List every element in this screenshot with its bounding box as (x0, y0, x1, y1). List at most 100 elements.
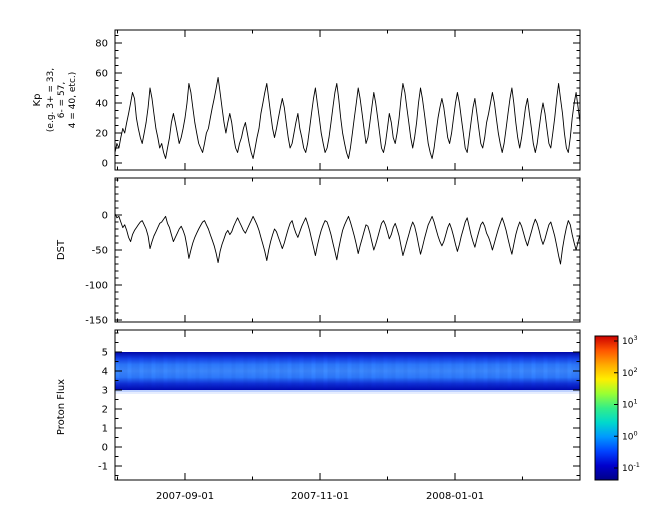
band-texture-stripe (188, 352, 192, 390)
band-texture-stripe (283, 352, 288, 390)
colorbar-gradient (595, 336, 618, 480)
band-texture-stripe (475, 352, 480, 390)
band-texture-stripe (264, 352, 268, 390)
band-texture-stripe (451, 352, 456, 390)
band-texture-stripe (423, 352, 428, 390)
band-texture-stripe (295, 352, 300, 390)
band-texture-stripe (360, 352, 364, 390)
band-texture-stripe (527, 352, 532, 390)
y-tick-label: 80 (95, 39, 108, 50)
band-texture-stripe (336, 352, 340, 390)
band-texture-stripe (443, 352, 448, 390)
y-tick-label: -150 (85, 316, 108, 327)
band-texture-stripe (331, 352, 336, 390)
kp-axis-label-line: 4 = 40, etc.) (68, 72, 78, 129)
band-texture-stripe (300, 352, 304, 390)
band-texture-stripe (496, 352, 500, 390)
band-texture-stripe (247, 352, 252, 390)
band-fade (115, 392, 580, 394)
band-texture-stripe (355, 352, 360, 390)
band-texture-stripe (219, 352, 224, 390)
band-texture-stripe (351, 352, 356, 390)
band-texture-stripe (435, 352, 440, 390)
band-texture-stripe (252, 352, 256, 390)
band-texture-stripe (147, 352, 152, 390)
band-texture-stripe (215, 352, 220, 390)
band-texture-stripe (176, 352, 180, 390)
band-texture-stripe (460, 352, 464, 390)
colorbar-tick-label: 103 (622, 334, 638, 347)
band-texture-stripe (384, 352, 388, 390)
band-texture-stripe (327, 352, 332, 390)
band-texture-stripe (183, 352, 188, 390)
band-texture-stripe (463, 352, 468, 390)
band-texture-stripe (324, 352, 328, 390)
band-texture-stripe (556, 352, 560, 390)
band-texture-stripe (448, 352, 452, 390)
band-texture-stripe (199, 352, 204, 390)
x-tick-label-date: 2007-09-01 (156, 491, 214, 502)
band-texture-stripe (167, 352, 172, 390)
band-texture-stripe (171, 352, 176, 390)
band-texture-stripe (243, 352, 248, 390)
band-texture-stripe (511, 352, 516, 390)
band-texture-stripe (343, 352, 348, 390)
band-texture-stripe (508, 352, 512, 390)
band-texture-stripe (235, 352, 240, 390)
band-texture-stripe (140, 352, 144, 390)
colorbar-tick-label: 10-1 (622, 461, 640, 474)
proton-flux-axis-label: Proton Flux (56, 379, 67, 435)
y-tick-label: 4 (102, 367, 108, 378)
y-tick-label: -1 (98, 462, 108, 473)
band-texture-stripe (367, 352, 372, 390)
band-texture-stripe (372, 352, 376, 390)
band-texture-stripe (191, 352, 196, 390)
band-texture-stripe (259, 352, 264, 390)
band-texture-stripe (515, 352, 520, 390)
band-texture-stripe (152, 352, 156, 390)
band-texture-stripe (155, 352, 160, 390)
panel-proton_flux: -1 0 1 2 3 4 5 (98, 329, 581, 481)
band-texture-stripe (143, 352, 148, 390)
band-texture-stripe (312, 352, 316, 390)
band-texture-stripe (276, 352, 280, 390)
band-texture-stripe (239, 352, 244, 390)
band-texture-stripe (211, 352, 216, 390)
kp-series-line (114, 77, 581, 159)
band-texture-stripe (207, 352, 212, 390)
y-tick-label: 2 (102, 405, 108, 416)
band-texture-stripe (523, 352, 528, 390)
kp-axis-label-line: (e.g. 3+ = 33, (46, 68, 56, 132)
colorbar-frame (594, 335, 619, 481)
band-texture-stripe (255, 352, 260, 390)
colorbar-tick-label: 101 (622, 398, 638, 411)
band-texture-stripe (487, 352, 492, 390)
x-tick-label-date: 2008-01-01 (426, 491, 484, 502)
band-texture-stripe (491, 352, 496, 390)
x-tick-label-date: 2007-11-01 (291, 491, 349, 502)
band-texture-stripe (195, 352, 200, 390)
band-texture-stripe (455, 352, 460, 390)
band-texture-stripe (315, 352, 320, 390)
panel-frame (114, 177, 581, 323)
panel-frame (114, 329, 581, 481)
kp-axis-label-line: 6- = 57, (57, 82, 67, 119)
colorbar-tick-label: 100 (622, 429, 638, 442)
band-texture-stripe (547, 352, 552, 390)
y-tick-label: 0 (102, 443, 108, 454)
band-texture-stripe (539, 352, 544, 390)
band-texture-stripe (499, 352, 504, 390)
dst-series-line (114, 213, 581, 265)
band-texture-stripe (431, 352, 436, 390)
y-tick-label: 3 (102, 386, 108, 397)
band-texture-stripe (399, 352, 404, 390)
colorbar: 103 102 101 100 10-1 (594, 334, 640, 481)
band-texture-stripe (563, 352, 568, 390)
band-texture-stripe (427, 352, 432, 390)
band-texture-stripe (123, 352, 128, 390)
y-tick-label: 40 (95, 99, 108, 110)
band-texture-stripe (439, 352, 444, 390)
band-texture-stripe (179, 352, 184, 390)
band-texture-stripe (339, 352, 344, 390)
